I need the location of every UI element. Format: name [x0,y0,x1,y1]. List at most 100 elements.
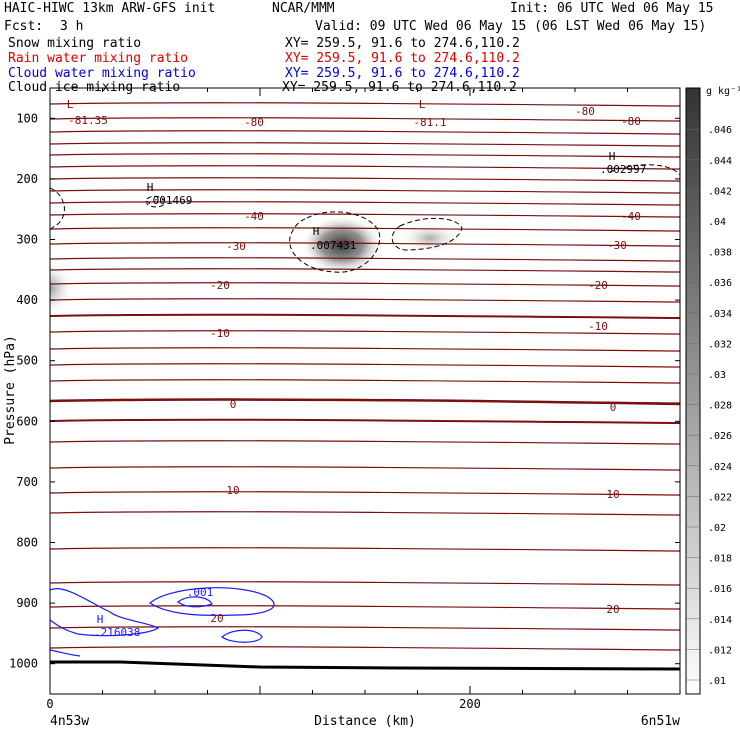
isotherm-line [50,440,680,445]
temperature-contour-label: -20 [588,279,608,292]
maximum-value-label: .001469 [146,194,192,207]
maximum-value-label: .216038 [94,626,140,639]
forecast-hours: 3 h [60,19,84,34]
cloud-water-contour-surface [50,588,160,637]
temperature-contour-label: -40 [621,210,641,223]
field-name-snow: Snow mixing ratio [8,36,142,51]
isotherm-line [50,466,680,471]
isotherm-line [50,153,680,158]
ground-line [50,660,680,671]
maximum-value-label: .002997 [600,163,646,176]
colorbar-tick-label: .014 [708,615,732,626]
plot-field [50,102,680,671]
isotherm-line [50,165,680,170]
temperature-contour-label: 10 [226,484,239,497]
y-tick-label: 800 [16,536,38,550]
maximum-marker: H [313,225,320,238]
isotherm-line [50,177,680,182]
y-axis-label: Pressure (hPa) [3,335,18,445]
temperature-contour-label: -80 [575,105,595,118]
temperature-contour-label: 0 [230,398,237,411]
isotherm-line [50,257,680,262]
x-left-location: 4n53w [50,714,89,729]
temperature-contour-label: -80 [621,115,641,128]
temperature-contour-label: 0 [610,401,617,414]
colorbar-tick-label: .038 [708,248,732,259]
isotherm-line [50,491,680,496]
temperature-contour-label: -81.35 [68,114,108,127]
isotherm-line [50,646,680,651]
maximum-marker: H [97,613,104,626]
minimum-marker: L [67,98,74,111]
contour-labels: -81.35 -80 -80 -81.1 -80 -40 -40 -30 -30 -20 -20 -1… [67,98,647,639]
y-tick-label: 900 [16,596,38,610]
y-tick-label: 100 [16,111,38,125]
x-right-location: 6n51w [641,714,680,729]
temperature-contour-label: 10 [606,488,619,501]
temperature-contour-label: -81.1 [413,116,446,129]
isotherm-line [50,581,680,586]
isotherm-line [50,547,680,552]
isotherm-line [50,379,680,384]
forecast-label: Fcst: [4,19,44,34]
colorbar-tick-label: .046 [708,125,732,136]
colorbar-tick-label: .04 [708,217,726,228]
y-tick-label: 400 [16,293,38,307]
isotherm-line [50,227,680,232]
colorbar-tick-label: .028 [708,401,732,412]
y-tick-label: 200 [16,172,38,186]
colorbar-tick-label: .026 [708,431,732,442]
temperature-contour-label: 20 [606,603,619,616]
isotherm-line [50,102,680,107]
colorbar [685,87,701,695]
cloud-water-contour-label: .001 [187,586,214,599]
ice-contour-edge [50,187,65,231]
init-time: Init: 06 UTC Wed 06 May 15 [510,1,714,16]
maximum-value-label: .007431 [310,239,356,252]
isotherm-line [50,363,680,368]
isotherm-zero-line [50,398,680,406]
isotherm-line [50,626,680,631]
field-name-cloud-water: Cloud water mixing ratio [8,66,196,81]
shading-max-central [300,215,384,275]
valid-time: Valid: 09 UTC Wed 06 May 15 (06 LST Wed … [315,19,707,34]
colorbar-tick-label: .042 [708,186,732,197]
colorbar-tick-label: .034 [708,309,732,320]
colorbar-tick-label: .024 [708,462,732,473]
isotherm-line [50,605,680,610]
isotherm-line [50,511,680,516]
colorbar-tick-label: .012 [708,645,732,656]
temperature-contour-label: 20 [210,612,223,625]
isotherm-line [50,313,680,319]
colorbar-tick-label: .01 [708,676,726,687]
isotherm-line [50,201,680,206]
cloud-water-contour-lower [221,629,263,643]
temperature-contour-label: -40 [244,210,264,223]
temperature-contour-label: -10 [210,327,230,340]
y-tick-label: 1000 [9,657,38,671]
shading-right-cell [398,222,462,254]
x-tick-label: 200 [459,697,481,711]
isotherm-line [50,418,680,424]
colorbar-unit: g kg⁻¹ [706,86,740,97]
field-xy-cloud-ice: XY= 259.5, 91.6 to 274.6,110.2 [282,80,517,95]
cloud-ice-contours [50,164,680,273]
isotherm-line [50,347,680,352]
maximum-marker: H [609,150,616,163]
field-xy-cloud-water: XY= 259.5, 91.6 to 274.6,110.2 [285,66,520,81]
isotherm-line [50,130,680,135]
colorbar-tick-label: .022 [708,492,732,503]
isotherm-line [50,298,680,303]
y-tick-label: 300 [16,233,38,247]
isotherm-line [50,189,680,194]
ice-contour-right [391,217,463,251]
isotherm-line [50,117,680,122]
cloud-water-contour-inner [177,596,213,608]
source-label: NCAR/MMM [272,1,335,16]
colorbar-tick-label: .032 [708,339,732,350]
cloud-water-contour-edge [50,649,81,657]
y-tick-label: 700 [16,475,38,489]
x-axis-label: Distance (km) [314,714,416,729]
temperature-contour-label: -80 [244,116,264,129]
